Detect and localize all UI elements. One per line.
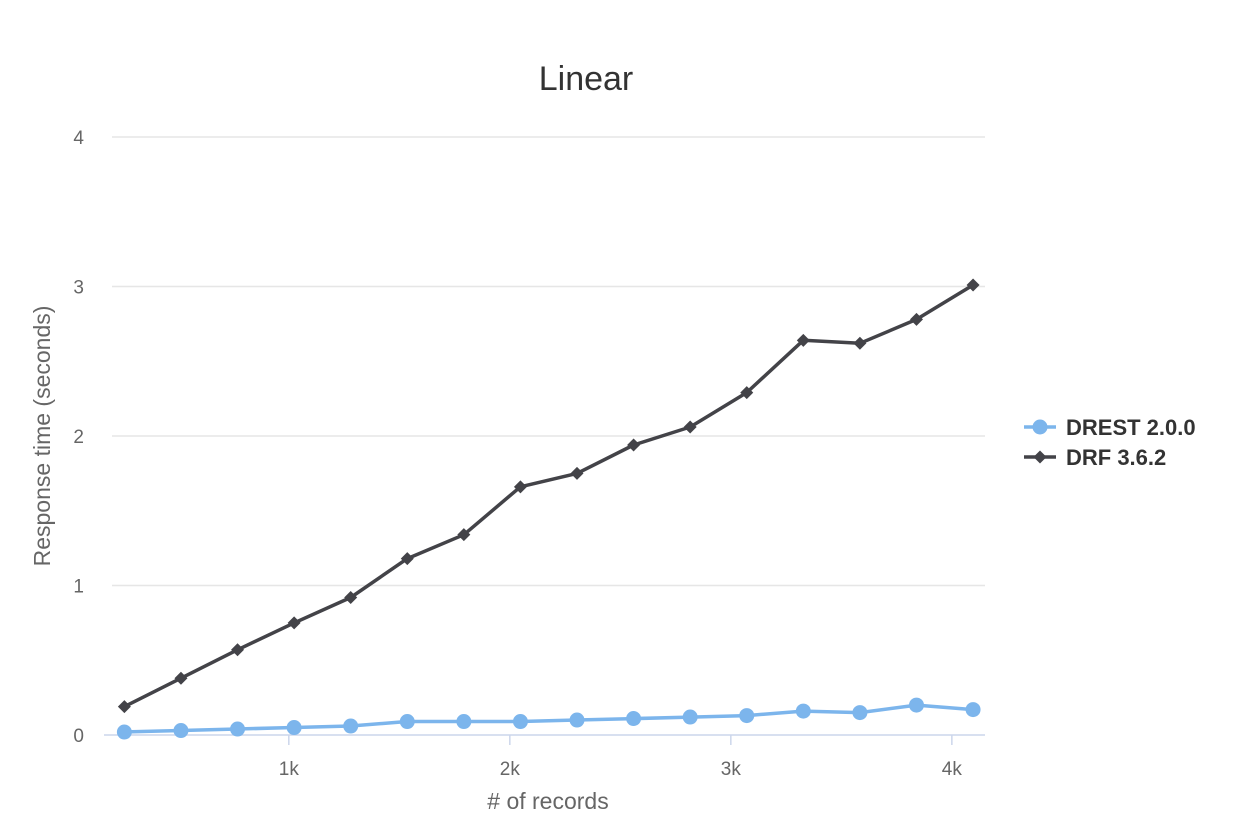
data-point[interactable] (966, 278, 980, 292)
series-line (122, 703, 975, 734)
data-point[interactable] (513, 480, 527, 494)
data-point[interactable] (512, 714, 528, 730)
data-point[interactable] (117, 700, 131, 714)
data-point[interactable] (286, 720, 302, 736)
data-point[interactable] (570, 466, 584, 480)
data-point[interactable] (343, 718, 359, 734)
data-point[interactable] (683, 420, 697, 434)
data-point[interactable] (116, 724, 132, 740)
data-point[interactable] (626, 711, 642, 727)
data-point[interactable] (627, 438, 641, 452)
data-point[interactable] (287, 616, 301, 630)
data-point[interactable] (796, 333, 810, 347)
axes: 0 1 2 3 4 1k 2k 3k 4k (73, 128, 985, 780)
x-tick-label: 3k (721, 759, 742, 780)
data-point[interactable] (852, 705, 868, 721)
data-point[interactable] (965, 702, 981, 718)
data-point[interactable] (174, 671, 188, 685)
legend[interactable]: DREST 2.0.0 DRF 3.6.2 (1024, 415, 1196, 470)
data-point[interactable] (569, 712, 585, 728)
data-point[interactable] (230, 721, 246, 737)
series-drest (116, 697, 981, 740)
y-tick-label: 4 (73, 128, 84, 149)
y-tick-label: 0 (73, 726, 84, 747)
legend-marker[interactable] (1032, 419, 1048, 435)
y-tick-label: 3 (73, 278, 84, 299)
legend-label: DRF 3.6.2 (1066, 445, 1166, 470)
series-drf (117, 278, 980, 714)
series-group (116, 278, 981, 740)
grid-lines (112, 136, 985, 587)
data-point[interactable] (400, 552, 414, 566)
data-point[interactable] (739, 708, 755, 724)
data-point[interactable] (908, 697, 924, 713)
data-point[interactable] (795, 703, 811, 719)
data-point[interactable] (344, 590, 358, 604)
data-point[interactable] (853, 336, 867, 350)
y-axis-title: Response time (seconds) (29, 306, 55, 567)
x-tick-label: 4k (942, 759, 963, 780)
data-point[interactable] (231, 643, 245, 657)
legend-marker[interactable] (1033, 450, 1047, 464)
data-point[interactable] (173, 723, 189, 739)
x-axis-title: # of records (487, 788, 608, 814)
data-point[interactable] (399, 714, 415, 730)
x-tick-label: 1k (279, 759, 300, 780)
legend-item[interactable]: DREST 2.0.0 (1024, 415, 1196, 440)
y-tick-label: 1 (73, 577, 84, 598)
y-tick-label: 2 (73, 427, 84, 448)
series-line (122, 283, 975, 709)
legend-item[interactable]: DRF 3.6.2 (1024, 445, 1166, 470)
x-tick-label: 2k (500, 759, 521, 780)
chart-title: Linear (539, 60, 634, 98)
data-point[interactable] (740, 386, 754, 400)
data-point[interactable] (909, 312, 923, 326)
legend-label: DREST 2.0.0 (1066, 415, 1196, 440)
data-point[interactable] (682, 709, 698, 725)
data-point[interactable] (456, 714, 472, 730)
data-point[interactable] (457, 528, 471, 542)
